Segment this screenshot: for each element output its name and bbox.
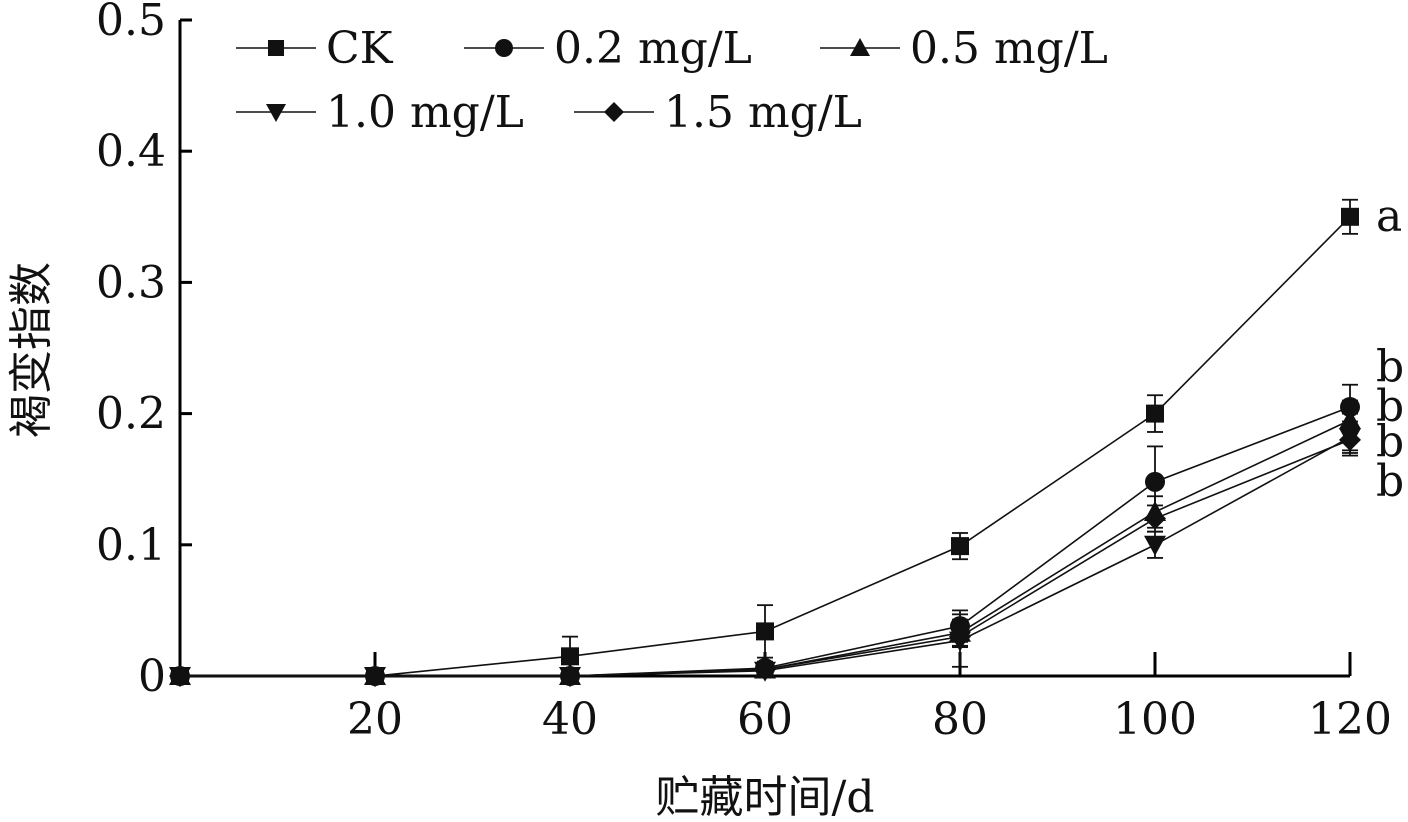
x-tick-label: 60	[737, 694, 793, 745]
x-tick-label: 120	[1308, 694, 1392, 745]
data-point	[1339, 409, 1361, 430]
legend-label: 0.5 mg/L	[910, 23, 1108, 74]
data-point	[1339, 428, 1361, 451]
significance-label: b	[1376, 416, 1404, 467]
legend-label: 0.2 mg/L	[554, 23, 752, 74]
data-point	[561, 647, 579, 666]
data-point	[1341, 207, 1359, 226]
data-point	[559, 665, 581, 687]
y-tick-label: 0	[138, 651, 166, 702]
data-point	[1146, 404, 1164, 423]
data-point	[169, 665, 191, 687]
x-tick-label: 80	[932, 694, 988, 745]
data-point	[1144, 535, 1166, 556]
y-tick-label: 0.3	[96, 257, 166, 308]
significance-label: a	[1376, 191, 1402, 242]
data-point	[949, 625, 971, 648]
legend-label: 1.5 mg/L	[664, 87, 862, 138]
data-point	[756, 622, 774, 641]
series-0	[171, 198, 1359, 685]
significance-label: b	[1376, 381, 1404, 432]
data-point	[754, 658, 776, 681]
x-tick-label: 100	[1113, 694, 1197, 745]
data-point	[266, 104, 286, 122]
significance-label: b	[1376, 342, 1404, 393]
legend-entry: CK	[236, 23, 394, 74]
data-point	[604, 102, 624, 122]
series-4	[169, 428, 1361, 687]
y-axis-title: 褐变指数	[6, 262, 57, 438]
legend-label: 1.0 mg/L	[326, 87, 524, 138]
y-tick-label: 0.4	[96, 126, 166, 177]
data-point	[850, 38, 870, 56]
data-point	[1144, 507, 1166, 530]
series-layer	[169, 198, 1361, 687]
data-point	[495, 39, 513, 57]
data-point	[951, 537, 969, 556]
y-axis-ticks: 0 0.1 0.2 0.3 0.4 0.5	[96, 0, 192, 702]
legend: CK 0.2 mg/L 0.5 mg/L 1.0 mg/L 1.5 mg/L	[236, 23, 1108, 138]
y-tick-label: 0.1	[96, 520, 166, 571]
x-tick-label: 20	[347, 694, 403, 745]
data-point	[1145, 471, 1165, 492]
x-axis-ticks: 20 40 60 80 100 120	[347, 652, 1392, 745]
legend-entry: 0.2 mg/L	[464, 23, 752, 74]
significance-label: b	[1376, 456, 1404, 507]
legend-entry: 1.5 mg/L	[574, 87, 862, 138]
data-point	[268, 40, 284, 56]
y-tick-label: 0.2	[96, 389, 166, 440]
x-axis-title: 贮藏时间/d	[656, 772, 875, 822]
y-tick-label: 0.5	[96, 0, 166, 46]
legend-entry: 0.5 mg/L	[820, 23, 1108, 74]
legend-entry: 1.0 mg/L	[236, 87, 524, 138]
legend-label: CK	[326, 23, 394, 74]
x-tick-label: 40	[542, 694, 598, 745]
data-point	[364, 665, 386, 687]
